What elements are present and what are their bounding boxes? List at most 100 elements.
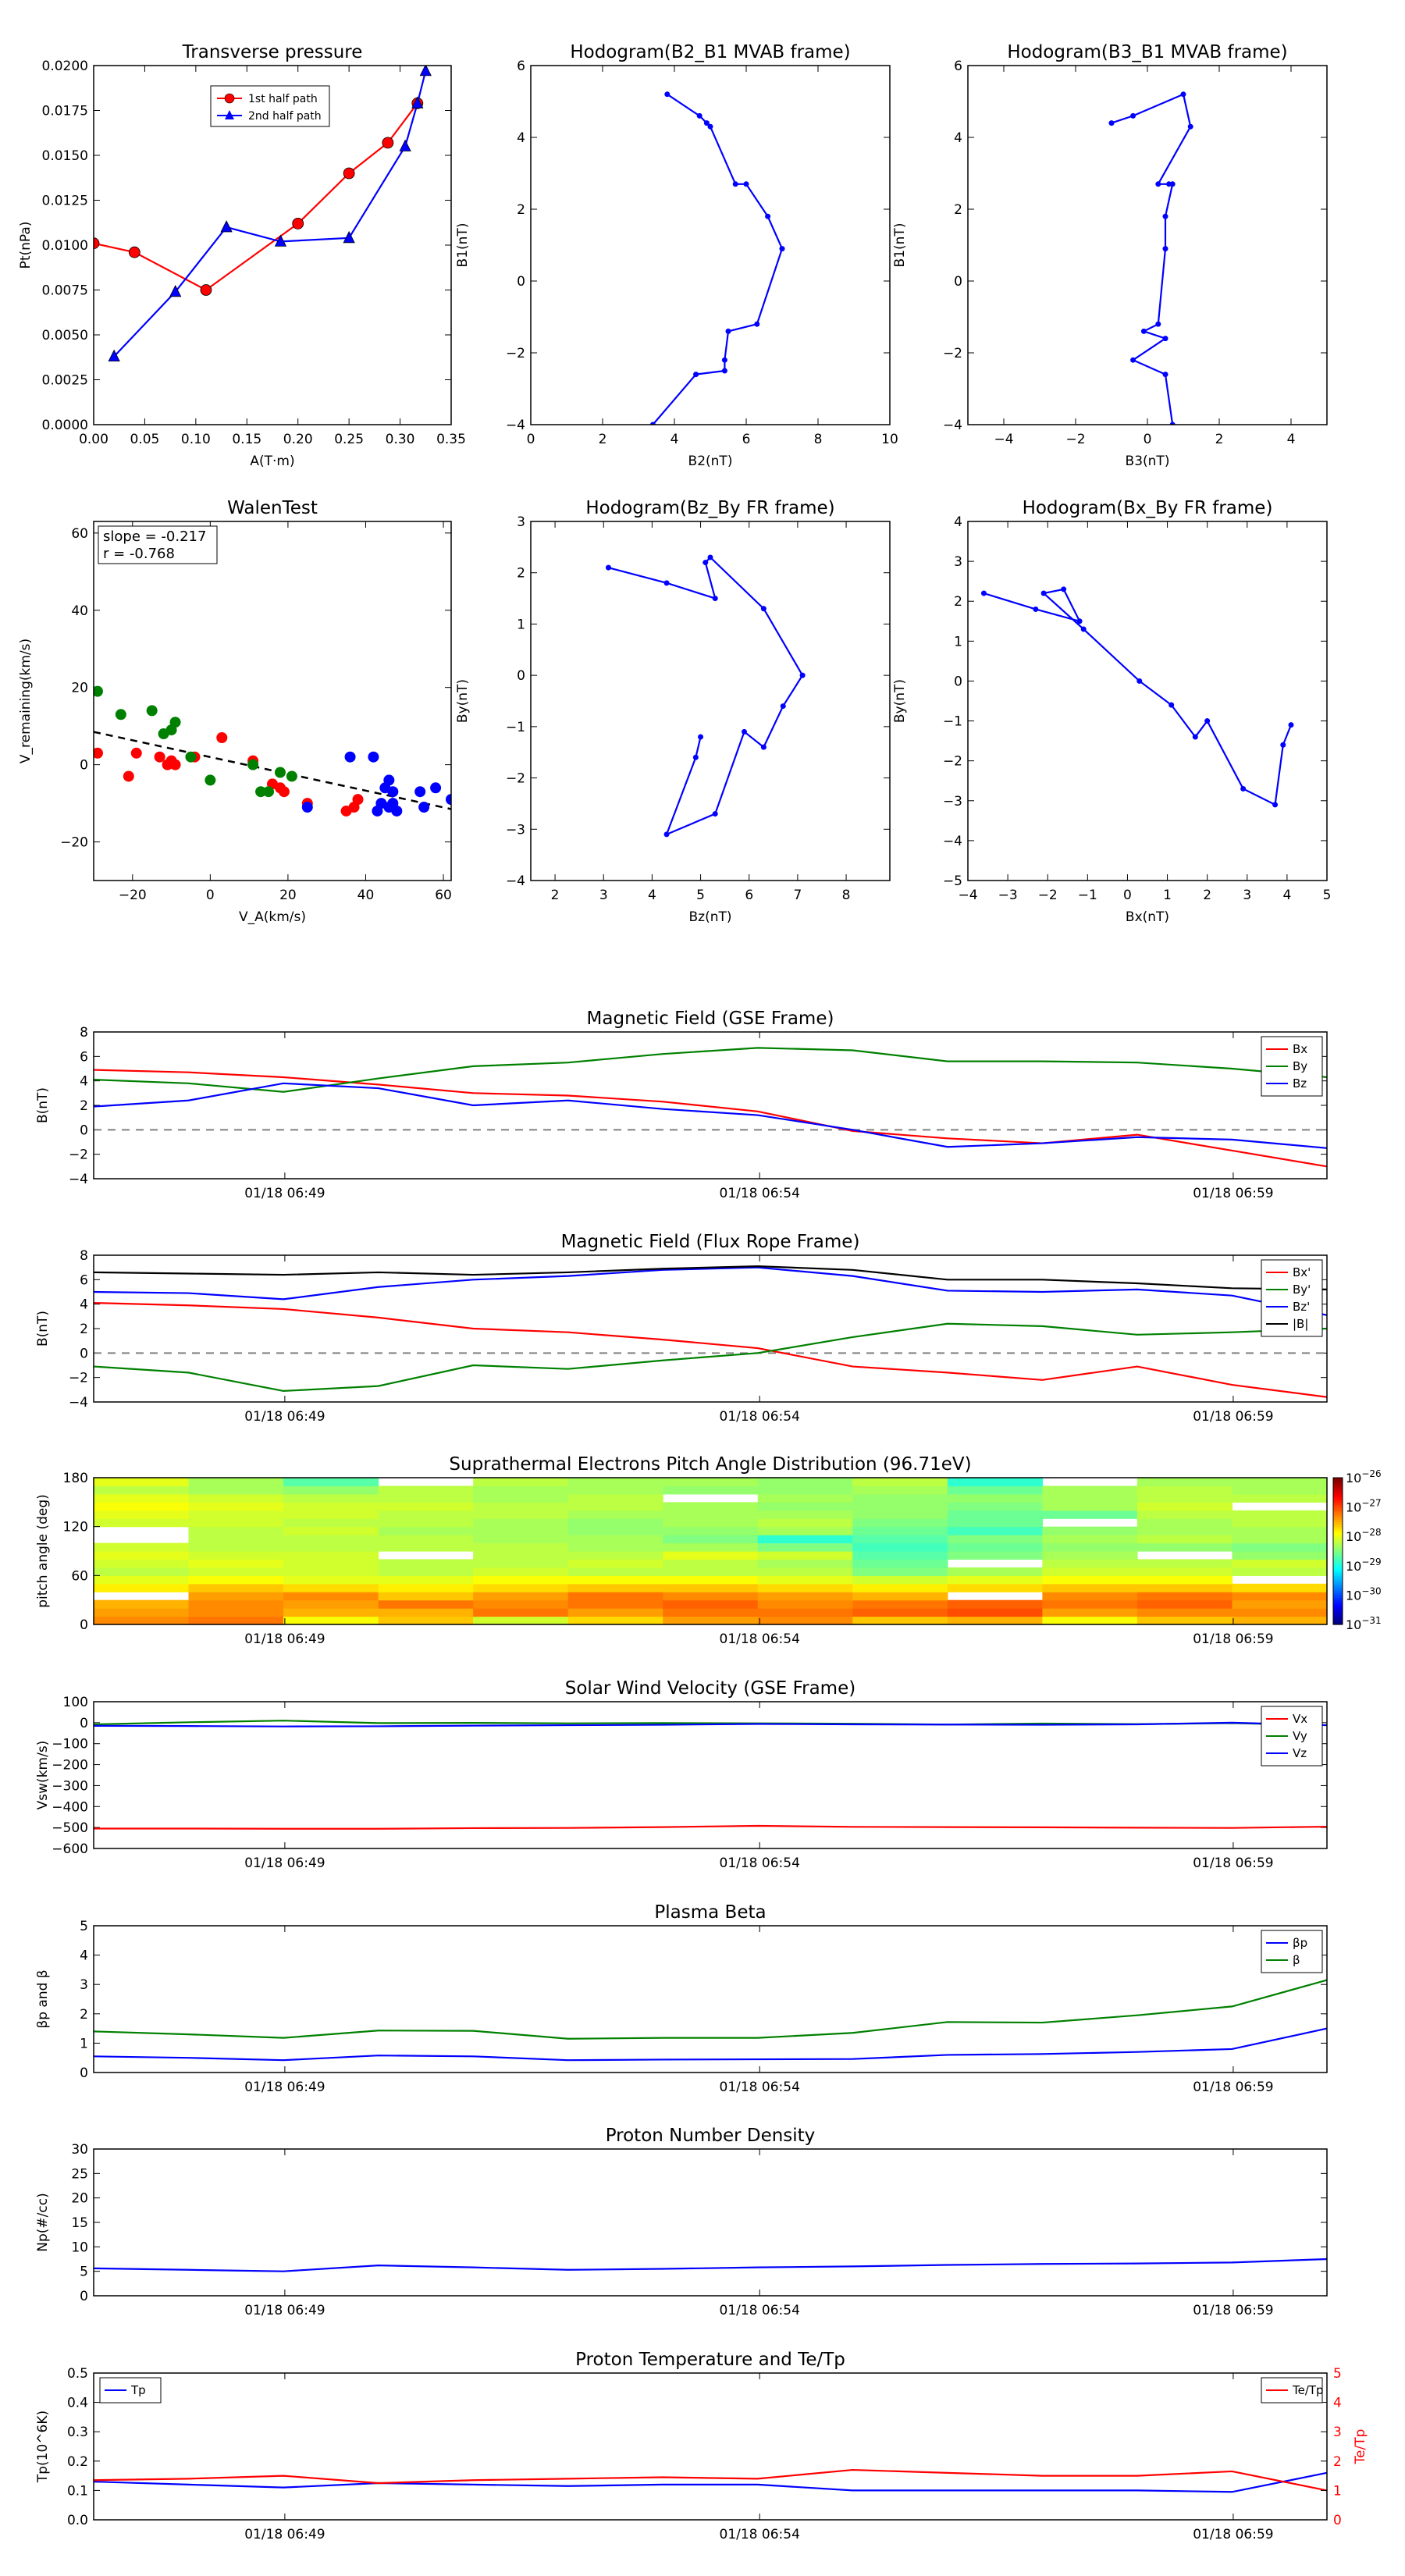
chart-title: Proton Temperature and Te/Tp [575, 2350, 845, 2370]
y-tick-label: 2 [517, 202, 525, 218]
x-tick-label: 0 [527, 432, 535, 447]
y-tick-label: 0.5 [67, 2366, 88, 2382]
heatmap-cell [283, 1616, 379, 1625]
colorbar-step [1333, 1517, 1343, 1520]
series-line [113, 70, 427, 358]
plot-area [531, 66, 890, 425]
heatmap-cell [757, 1478, 853, 1487]
y-tick-label: 0.0150 [42, 148, 88, 164]
y-tick-label: 0.1 [67, 2483, 88, 2499]
y-tick-label: 60 [71, 1568, 88, 1584]
heatmap-cell [378, 1599, 474, 1609]
data-point [115, 709, 126, 720]
data-point [200, 284, 212, 296]
x-tick-label: 01/18 06:54 [720, 1856, 800, 1871]
heatmap-cell [852, 1493, 948, 1503]
colorbar-step [1333, 1500, 1343, 1503]
heatmap-cell [852, 1526, 948, 1535]
data-point [721, 357, 727, 363]
y-tick-label: −600 [52, 1841, 88, 1857]
data-point [414, 786, 426, 798]
colorbar-step [1333, 1607, 1343, 1610]
x-tick-label: 4 [1287, 432, 1296, 447]
heatmap-cell [567, 1567, 663, 1576]
heatmap-cell [378, 1608, 474, 1617]
heatmap-cell [473, 1551, 569, 1560]
colorbar-step [1333, 1509, 1343, 1513]
colorbar-step [1333, 1599, 1343, 1603]
heatmap-cell [1232, 1567, 1328, 1576]
x-tick-label: 3 [1243, 888, 1251, 903]
heatmap-cell [1042, 1485, 1138, 1495]
heatmap-cell [757, 1485, 853, 1495]
data-point [446, 794, 451, 806]
heatmap-cell [663, 1542, 759, 1552]
axes-frame [530, 65, 891, 425]
colorbar-step [1333, 1575, 1343, 1579]
axes-frame [93, 521, 452, 881]
heatmap-cell [663, 1526, 759, 1535]
heatmap-cell [947, 1542, 1043, 1552]
heatmap-cell [1042, 1502, 1138, 1511]
heatmap-cell [378, 1502, 474, 1511]
heatmap-cell [852, 1559, 948, 1568]
heatmap-cell [378, 1583, 474, 1592]
heatmap-cell [567, 1599, 663, 1609]
heatmap-cell [663, 1559, 759, 1568]
heatmap-cell [1136, 1616, 1233, 1625]
heatmap-cell [567, 1575, 663, 1585]
colorbar-step [1333, 1548, 1343, 1552]
data-point [732, 181, 738, 187]
data-point [1162, 246, 1168, 252]
heatmap-cell [663, 1583, 759, 1592]
data-point [216, 731, 228, 743]
x-axis-label: B3(nT) [1126, 454, 1170, 469]
axes-frame [530, 521, 891, 881]
data-point [760, 744, 767, 750]
chart-title: Proton Number Density [606, 2126, 816, 2146]
heatmap-cell [947, 1575, 1043, 1585]
y2-tick-label: 4 [1333, 2396, 1342, 2411]
heatmap-cell [947, 1478, 1043, 1487]
heatmap-cell [757, 1551, 853, 1560]
heatmap-cell [473, 1616, 569, 1625]
heatmap-cell [94, 1485, 190, 1495]
chart-title: Hodogram(Bx_By FR frame) [1023, 498, 1273, 518]
y-tick-label: 2 [80, 1322, 88, 1337]
data-point [703, 120, 710, 126]
chart-title: WalenTest [227, 498, 318, 518]
heatmap-cell [473, 1535, 569, 1544]
y-tick-label: −4 [506, 418, 525, 433]
x-tick-label: 01/18 06:59 [1193, 1409, 1273, 1425]
data-point [205, 774, 216, 786]
data-point [765, 213, 771, 219]
data-point [255, 786, 267, 798]
legend-label: By [1293, 1059, 1307, 1073]
heatmap-cell [188, 1559, 284, 1568]
legend-label: 1st half path [248, 93, 318, 105]
colorbar-step [1333, 1578, 1343, 1582]
series-line [93, 1082, 1328, 1149]
data-point [605, 564, 611, 571]
heatmap-cell [378, 1616, 474, 1625]
heatmap-cell [1136, 1567, 1233, 1576]
heatmap-cell [1136, 1518, 1233, 1528]
x-tick-label: 01/18 06:49 [244, 1186, 325, 1201]
heatmap-cell [94, 1575, 190, 1585]
heatmap-cell [283, 1526, 379, 1535]
data-point [743, 181, 749, 187]
heatmap-cell [757, 1608, 853, 1617]
heatmap-cell [852, 1518, 948, 1528]
heatmap-cell [757, 1493, 853, 1503]
y-tick-label: 0 [80, 2289, 88, 2304]
y-axis-label: B(nT) [35, 1311, 51, 1347]
heatmap-cell [757, 1575, 853, 1585]
chart-title: Hodogram(B3_B1 MVAB frame) [1007, 42, 1287, 62]
data-point [754, 321, 760, 327]
y-tick-label: −400 [52, 1799, 88, 1815]
heatmap-cell [947, 1616, 1043, 1625]
heatmap-cell [1136, 1535, 1233, 1544]
colorbar-step [1333, 1478, 1343, 1481]
heatmap-cell [473, 1592, 569, 1601]
